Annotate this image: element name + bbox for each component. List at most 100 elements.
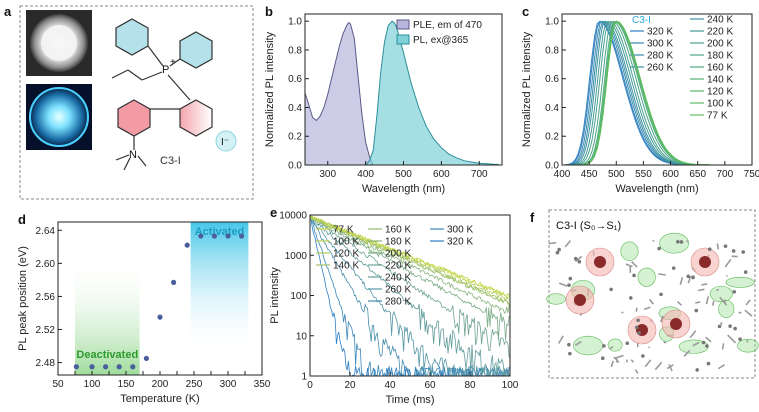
chart-e-legend-label-1: 100 K bbox=[333, 237, 359, 248]
chart-b-xtick-label: 600 bbox=[433, 169, 450, 180]
chart-d-point-6 bbox=[157, 314, 163, 320]
iodide-atom bbox=[594, 256, 606, 268]
chart-b-legend-swatch-1 bbox=[396, 34, 410, 45]
chart-c-xtick-label: 600 bbox=[662, 169, 679, 180]
chart-c-panel-label: c bbox=[522, 4, 529, 19]
chart-c-xtick-label: 750 bbox=[744, 169, 759, 180]
chart-c-ytick-label: 0.8 bbox=[545, 45, 559, 56]
bond-stick bbox=[663, 341, 667, 344]
chart-d-xtick-label: 150 bbox=[118, 379, 135, 390]
atom-sphere bbox=[705, 344, 709, 348]
chart-b-legend-label-0: PLE, em of 470 bbox=[413, 20, 482, 31]
chart-d-xtick-label: 50 bbox=[52, 379, 64, 390]
aniline-ring bbox=[117, 99, 151, 137]
bond-stick bbox=[695, 301, 701, 304]
atom-sphere bbox=[636, 318, 640, 323]
chart-b-ylabel: Normalized PL intensity bbox=[264, 31, 276, 147]
chart-d-ytick-label: 2.56 bbox=[36, 292, 56, 303]
panel-f-title: C3-I (S₀→S₁) bbox=[556, 220, 621, 232]
chart-c-xtick-label: 700 bbox=[717, 169, 734, 180]
bond-stick bbox=[630, 359, 635, 363]
chart-d-point-4 bbox=[130, 364, 136, 370]
atom-sphere bbox=[728, 324, 732, 328]
chart-d-point-9 bbox=[198, 233, 204, 239]
bond-stick bbox=[557, 335, 564, 344]
atom-sphere bbox=[557, 247, 561, 252]
bond-stick bbox=[635, 307, 638, 312]
chart-c-legend-label-11: 100 K bbox=[707, 99, 733, 110]
chart-e-ytick-label: 1000 bbox=[285, 251, 308, 262]
bond-stick bbox=[701, 283, 708, 286]
chart-e-legend-label-8: 240 K bbox=[385, 273, 411, 284]
chart-e-legend-label-0: 77 K bbox=[333, 225, 354, 236]
lumo-lobe bbox=[573, 335, 603, 356]
panel-a-frame bbox=[19, 5, 254, 200]
atom-sphere bbox=[568, 276, 573, 281]
bond-stick bbox=[692, 341, 700, 347]
bond-stick bbox=[643, 306, 651, 311]
chart-d-xtick-label: 300 bbox=[220, 379, 237, 390]
bond-stick bbox=[716, 243, 720, 250]
bond-stick bbox=[613, 356, 619, 362]
chart-e-panel-label: e bbox=[270, 205, 277, 220]
chart-c-ytick-label: 0.4 bbox=[545, 103, 559, 114]
chart-c-legend-label-7: 180 K bbox=[707, 51, 733, 62]
chart-d-ylabel: PL peak position (eV) bbox=[17, 246, 29, 351]
bond-stick bbox=[631, 261, 638, 268]
chart-d-point-1 bbox=[89, 364, 95, 370]
chart-d-region-label-0: Deactivated bbox=[76, 349, 138, 361]
atom-sphere bbox=[659, 292, 663, 297]
chart-d-region-1 bbox=[190, 222, 249, 355]
chart-d-point-8 bbox=[184, 242, 190, 248]
chart-e-xtick-label: 20 bbox=[344, 380, 356, 391]
molecule-structure bbox=[111, 18, 213, 171]
iodide-label: I⁻ bbox=[221, 137, 229, 148]
chart-c-legend-label-12: 77 K bbox=[707, 111, 728, 122]
chart-c-ytick-label: 0.6 bbox=[545, 74, 559, 85]
chart-d-point-3 bbox=[116, 364, 122, 370]
bond-stick bbox=[668, 364, 673, 372]
chart-e-legend-label-9: 260 K bbox=[385, 285, 411, 296]
bond-stick bbox=[745, 299, 751, 306]
chart-b-ytick-label: 0.8 bbox=[288, 45, 302, 56]
lumo-lobe bbox=[737, 338, 759, 353]
bond-p-ring1 bbox=[147, 45, 164, 67]
bond-stick bbox=[698, 288, 705, 292]
chart-c-legend-label-10: 120 K bbox=[707, 87, 733, 98]
phosphonium-charge: + bbox=[170, 57, 176, 68]
atom-sphere bbox=[717, 324, 722, 329]
iodide-bubble bbox=[215, 130, 237, 152]
atom-sphere bbox=[738, 337, 742, 341]
chart-c-ytick-label: 0.0 bbox=[545, 161, 559, 172]
bond-stick bbox=[574, 340, 582, 347]
chart-c-legend-label-6: 200 K bbox=[707, 39, 733, 50]
atom-sphere bbox=[625, 341, 630, 346]
chart-b-legend-swatch-0 bbox=[396, 19, 410, 30]
chart-e-legend-label-4: 160 K bbox=[385, 225, 411, 236]
aryl-ring-lower-right bbox=[179, 99, 213, 137]
bond-stick bbox=[615, 354, 624, 359]
atom-sphere bbox=[695, 368, 699, 372]
bond-stick bbox=[687, 278, 691, 284]
lumo-lobe bbox=[725, 276, 755, 288]
atom-sphere bbox=[675, 239, 680, 244]
chart-c-xlabel: Wavelength (nm) bbox=[615, 183, 698, 195]
atom-sphere bbox=[567, 342, 571, 347]
chart-e-ytick-label: 100 bbox=[290, 291, 307, 302]
bond-propyl-3 bbox=[111, 69, 129, 79]
atom-sphere bbox=[741, 250, 746, 254]
chart-c-xtick-label: 650 bbox=[689, 169, 706, 180]
bond-stick bbox=[615, 360, 620, 363]
chart-d-point-7 bbox=[171, 279, 177, 285]
atom-sphere bbox=[573, 256, 578, 261]
iodide-atom bbox=[574, 294, 586, 306]
chart-b-series-1-area bbox=[364, 20, 499, 166]
atom-sphere bbox=[723, 244, 728, 248]
chart-c-xtick-label: 400 bbox=[554, 169, 571, 180]
iodide-atom bbox=[670, 318, 682, 330]
atom-sphere bbox=[568, 351, 572, 356]
atom-sphere bbox=[567, 283, 571, 287]
chart-e-xlabel: Time (ms) bbox=[385, 394, 434, 406]
bond-stick bbox=[711, 300, 715, 306]
